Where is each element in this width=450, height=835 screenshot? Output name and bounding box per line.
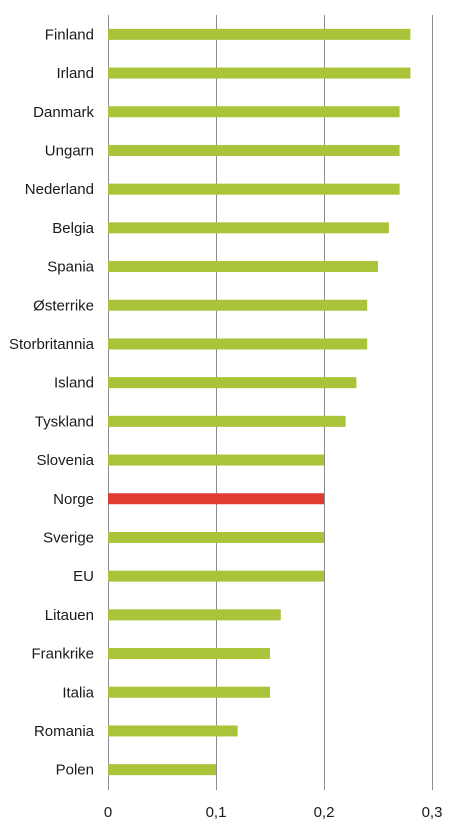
bar [108,28,411,40]
category-label: Polen [56,762,94,779]
category-label: Irland [56,65,94,82]
gridlines [108,15,433,790]
category-label: Romania [34,723,95,740]
x-tick-label: 0,3 [422,804,443,821]
bar [108,106,400,118]
category-label: Finland [45,26,94,43]
bar [108,686,270,698]
category-label: Nederland [25,181,94,198]
category-label: Island [54,375,94,392]
category-label: Ungarn [45,142,94,159]
category-label: Østerrike [33,297,94,314]
x-axis-tick-labels: 0 0,1 0,2 0,3 [104,804,443,821]
bar [108,261,378,273]
category-label: Italia [62,684,94,701]
bar [108,609,281,621]
bar [108,222,389,234]
bar [108,570,324,582]
bar [108,338,368,350]
bar [108,531,324,543]
category-label: Danmark [33,104,94,121]
bar [108,67,411,79]
category-label: Slovenia [36,452,94,469]
bar [108,764,216,776]
bar [108,144,400,156]
bar [108,183,400,195]
bar [108,415,346,427]
bar [108,454,324,466]
x-tick-label: 0,2 [314,804,335,821]
bar [108,299,368,311]
bar [108,493,324,505]
category-label: Belgia [52,220,94,237]
category-label: Norge [53,491,94,508]
x-tick-label: 0 [104,804,112,821]
bar [108,377,357,389]
bar [108,648,270,660]
category-label: Sverige [43,529,94,546]
category-label: Storbritannia [9,336,95,353]
category-label: Tyskland [35,413,94,430]
x-tick-label: 0,1 [206,804,227,821]
category-labels: Finland Irland Danmark Ungarn Nederland Belgi… [9,26,95,778]
category-label: Spania [47,259,94,276]
bar [108,725,238,737]
category-label: Litauen [45,607,94,624]
category-label: Frankrike [31,646,94,663]
bars [108,28,411,776]
category-label: EU [73,568,94,585]
